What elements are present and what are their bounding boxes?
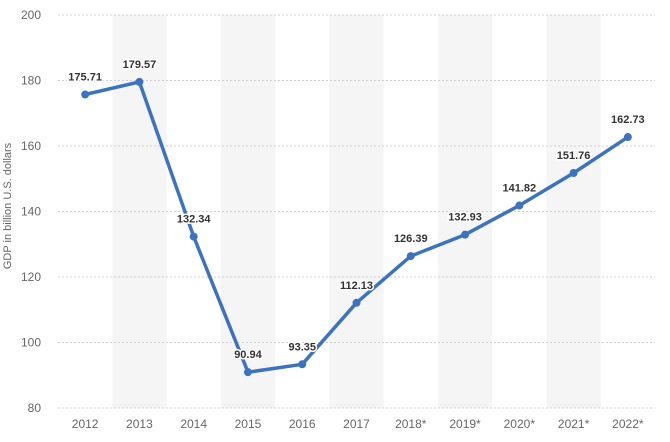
x-axis-ticks: 2012 2013 2014 2015 2016 2017 2018* 2019* 2020* 2… (72, 417, 644, 431)
data-label: 151.76 (557, 150, 591, 162)
x-tick-label: 2020* (504, 417, 536, 431)
x-tick-label: 2019* (449, 417, 481, 431)
data-point (189, 232, 198, 241)
y-tick-label: 80 (28, 401, 42, 415)
series-points (81, 77, 632, 377)
x-tick-label: 2021* (558, 417, 590, 431)
data-point (461, 230, 470, 239)
data-point (352, 298, 361, 307)
data-label: 141.82 (502, 183, 536, 195)
x-tick-label: 2022* (612, 417, 644, 431)
y-tick-label: 100 (21, 336, 41, 350)
y-tick-label: 140 (21, 205, 41, 219)
data-label: 93.35 (288, 341, 316, 353)
x-tick-label: 2017 (343, 417, 370, 431)
x-tick-label: 2014 (180, 417, 207, 431)
x-tick-label: 2018* (395, 417, 427, 431)
y-tick-label: 120 (21, 270, 41, 284)
data-label: 162.73 (611, 114, 645, 126)
gridlines (58, 14, 655, 409)
data-label: 132.34 (177, 214, 212, 226)
data-point (406, 252, 415, 261)
data-label: 132.93 (448, 212, 482, 224)
data-label: 90.94 (234, 349, 262, 361)
data-point (135, 77, 144, 86)
y-tick-label: 200 (21, 8, 41, 22)
x-tick-label: 2015 (235, 417, 262, 431)
data-point (81, 90, 90, 99)
x-tick-label: 2013 (126, 417, 153, 431)
x-tick-label: 2012 (72, 417, 99, 431)
y-tick-label: 180 (21, 74, 41, 88)
data-point (298, 360, 307, 369)
x-tick-label: 2016 (289, 417, 316, 431)
data-label: 179.57 (123, 59, 157, 71)
data-labels: 175.71 179.57 132.34 90.94 93.35 112.13 126.39… (67, 57, 646, 362)
y-tick-label: 160 (21, 139, 41, 153)
data-label: 112.13 (340, 280, 373, 292)
y-axis-label: GDP in billion U.S. dollars (2, 142, 14, 269)
data-point (623, 133, 632, 142)
data-point (569, 168, 578, 177)
y-axis-ticks: 80 100 120 140 160 180 200 (21, 8, 41, 415)
data-label: 126.39 (394, 233, 428, 245)
data-point (515, 201, 524, 210)
data-point (243, 368, 252, 377)
data-label: 175.71 (68, 72, 102, 84)
